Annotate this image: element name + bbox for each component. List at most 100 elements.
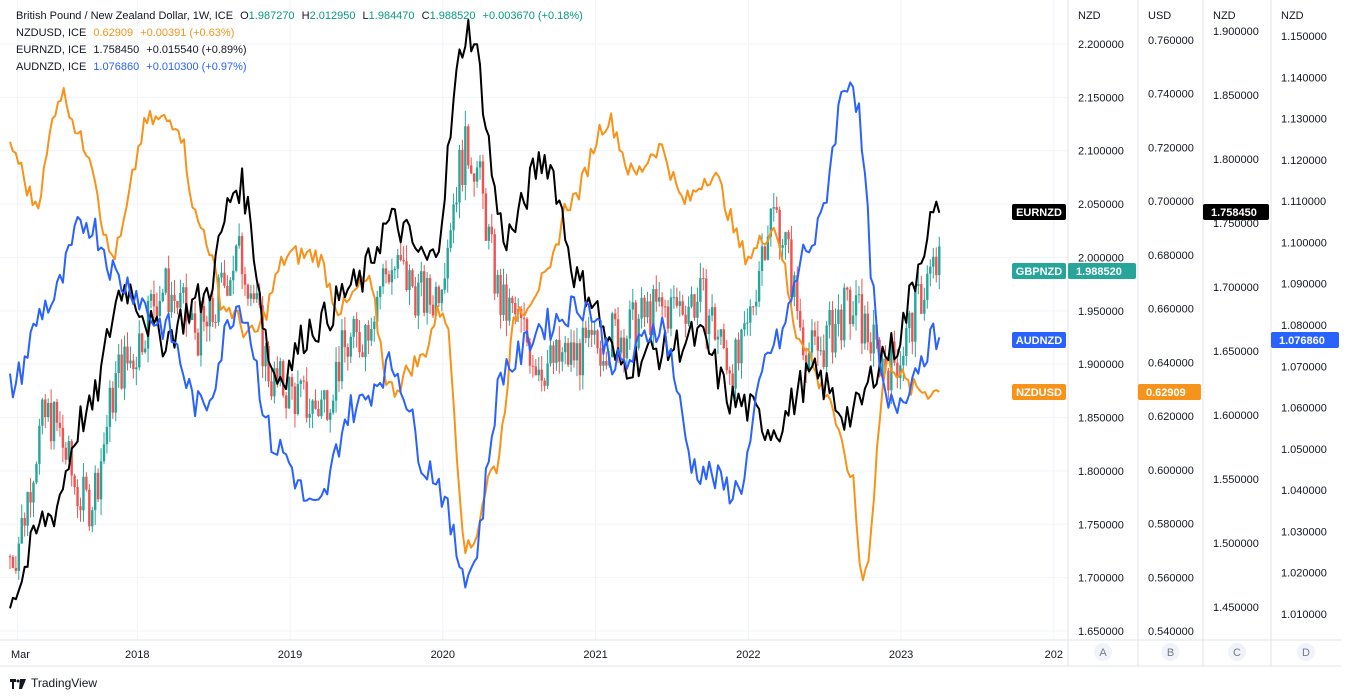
axis-letter-badge[interactable] [1297, 643, 1315, 661]
axis-tick-label: 0.580000 [1148, 519, 1194, 531]
candle [378, 285, 382, 310]
candle [681, 294, 684, 316]
time-axis-label: 2020 [431, 649, 455, 661]
candle [834, 308, 837, 358]
badge-value: 1.988520 [1076, 266, 1122, 278]
candle [281, 359, 285, 398]
candle [408, 264, 411, 306]
candle [860, 278, 864, 354]
axis-letter-badge[interactable] [1094, 643, 1112, 661]
time-axis[interactable]: Mar 2018 2019 2020 2021 2022 2023 202 [0, 639, 1341, 667]
candle [384, 260, 388, 284]
candle [249, 284, 253, 307]
candles-series [8, 110, 941, 580]
legend-row-nzdusd[interactable]: NZDUSD, ICE 0.62909 +0.00391 (+0.63%) [16, 25, 583, 42]
candle [267, 341, 270, 388]
axis-letter: B [1167, 647, 1174, 659]
candle [584, 320, 587, 344]
candle [26, 491, 29, 537]
candle [287, 376, 291, 410]
candle [458, 144, 461, 219]
legend-row-audnzd[interactable]: AUDNZD, ICE 1.076860 +0.010300 (+0.97%) [16, 59, 583, 76]
candle [143, 340, 147, 354]
candle [205, 315, 209, 342]
axis-letter: D [1302, 647, 1310, 659]
candle [472, 173, 476, 197]
candle [343, 317, 347, 363]
candle [399, 242, 402, 262]
candle [637, 314, 640, 351]
axis-tick-label: 1.060000 [1281, 403, 1327, 415]
candle [314, 389, 317, 410]
candle [660, 292, 664, 319]
candle [725, 339, 728, 375]
candle [170, 281, 173, 318]
candle [684, 305, 687, 338]
candle [455, 186, 458, 213]
candle [461, 139, 464, 192]
candle [79, 497, 82, 522]
candle [666, 299, 670, 334]
axis-tick-label: 2.050000 [1078, 199, 1124, 211]
candle [52, 400, 56, 450]
axis-tick-label: 1.030000 [1281, 526, 1327, 538]
candle [246, 283, 250, 306]
candle [108, 380, 112, 443]
candle [929, 259, 932, 287]
legend-main-row[interactable]: British Pound / New Zealand Dollar, 1W, … [16, 8, 583, 25]
candle [672, 285, 676, 309]
candle [534, 359, 538, 376]
candle [182, 282, 185, 304]
price-axes[interactable]: NZD 2.200000 2.150000 2.100000 2.050000 2.000… [1067, 0, 1327, 666]
legend-row-eurnzd[interactable]: EURNZD, ICE 1.758450 +0.015540 (+0.89%) [16, 42, 583, 59]
candle [581, 320, 585, 390]
candle [537, 357, 540, 382]
candle [564, 335, 567, 365]
candle [555, 339, 558, 371]
axis-letter-badge[interactable] [1161, 643, 1180, 661]
axis-letter-badge[interactable] [1228, 643, 1246, 661]
candle [334, 347, 338, 413]
candle [320, 390, 323, 419]
legend-change: +0.00391 (+0.63%) [140, 27, 235, 39]
candle [496, 269, 499, 298]
candle [678, 291, 681, 317]
candle [240, 232, 244, 290]
axis-tick-label: 1.070000 [1281, 361, 1327, 373]
candle [932, 247, 935, 279]
candle [17, 536, 21, 580]
candle [819, 336, 822, 356]
candle [652, 284, 655, 350]
legend: British Pound / New Zealand Dollar, 1W, … [16, 8, 583, 76]
axis-unit-D: NZD [1281, 10, 1304, 22]
badge-label: NZDUSD [1016, 387, 1062, 399]
candle [440, 289, 444, 312]
candle [658, 282, 661, 307]
candle [14, 555, 18, 574]
candle [848, 286, 852, 340]
candle [20, 504, 23, 544]
axis-tick-label: 1.900000 [1213, 26, 1259, 38]
candle [593, 320, 596, 345]
axis-tick-label: 1.500000 [1213, 538, 1259, 550]
candle [902, 346, 905, 382]
line-series [9, 19, 941, 609]
candle [872, 309, 875, 367]
candle [381, 263, 385, 295]
candle [757, 261, 761, 308]
candle [211, 288, 214, 327]
tradingview-brand[interactable]: TradingView [10, 676, 97, 690]
candle [411, 268, 414, 288]
candle [123, 335, 126, 400]
candle [232, 255, 235, 295]
axis-tick-label: 1.700000 [1078, 573, 1124, 585]
candle [749, 299, 752, 336]
candle [807, 342, 811, 374]
candle [484, 187, 488, 242]
time-axis-label: 2023 [889, 649, 913, 661]
candle [279, 357, 282, 387]
candle [226, 275, 229, 297]
axis-tick-label: 1.650000 [1078, 626, 1124, 638]
candle [572, 330, 576, 368]
